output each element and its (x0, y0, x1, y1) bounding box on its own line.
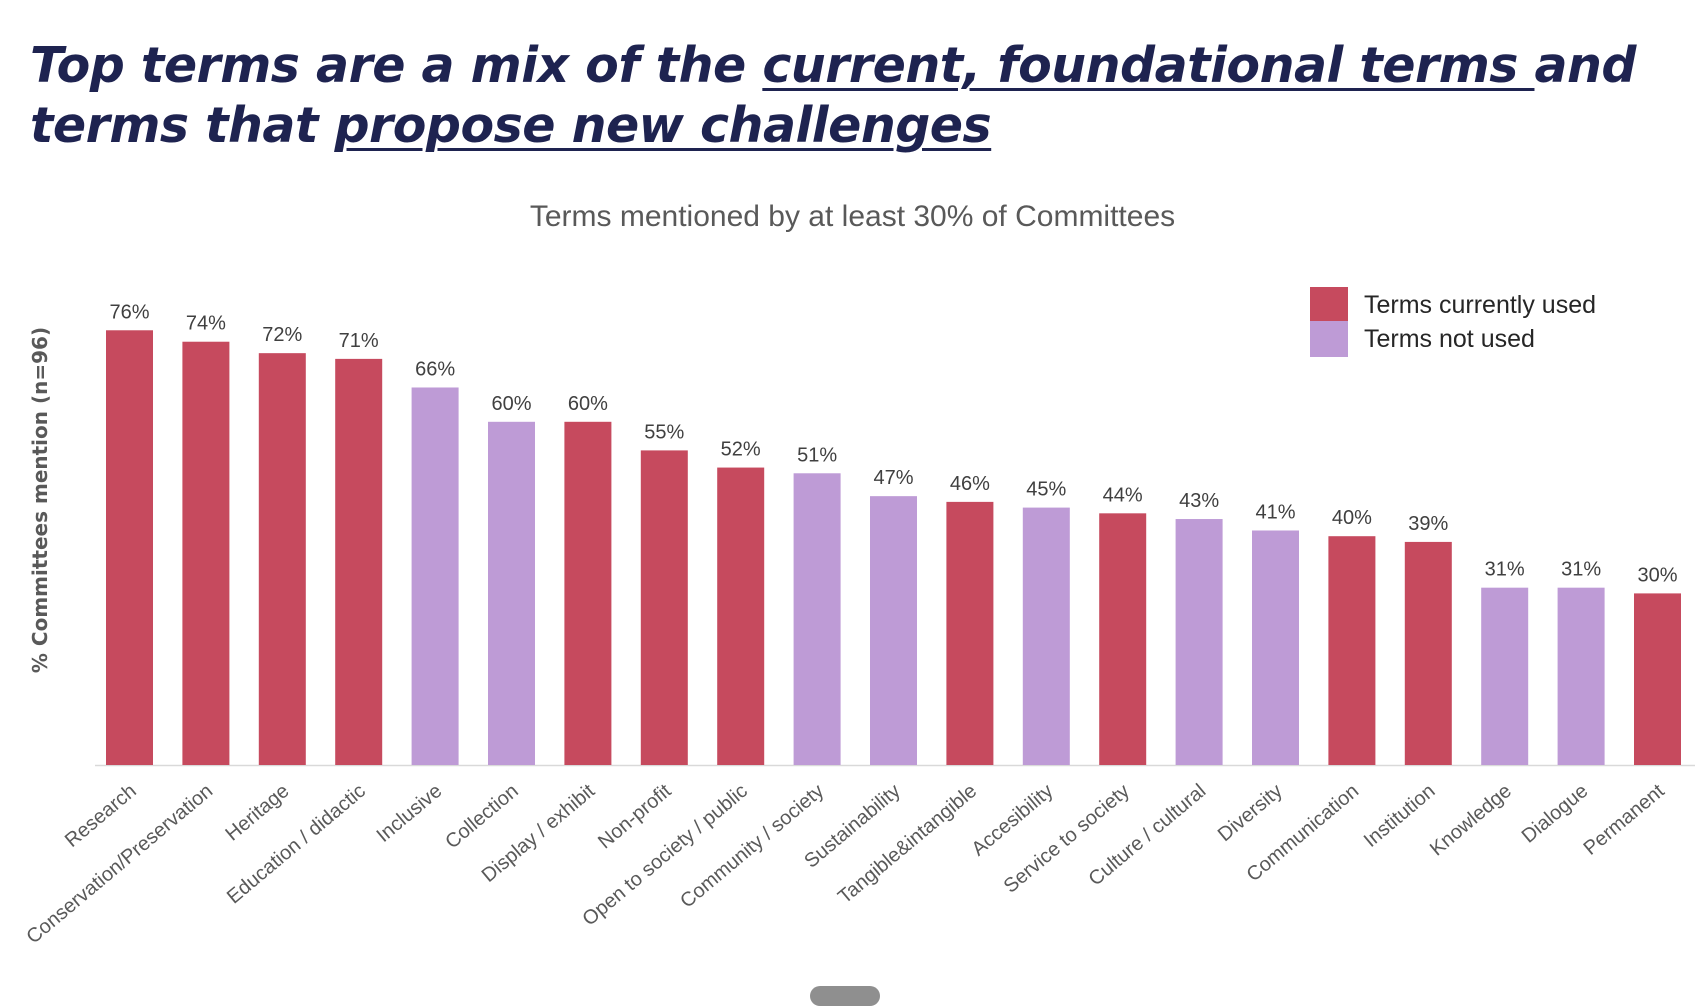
headline-underlined-new-challenges: propose new challenges (334, 97, 992, 154)
data-label-16: 40% (1332, 507, 1372, 529)
data-label-8: 52% (721, 439, 761, 461)
bar-7 (640, 450, 688, 765)
bar-2 (258, 353, 306, 765)
category-label-4: Inclusive (373, 780, 447, 847)
bar-4 (411, 387, 459, 765)
data-label-3: 71% (339, 330, 379, 352)
bar-8 (717, 467, 765, 765)
bar-10 (870, 496, 917, 765)
data-label-9: 51% (797, 444, 837, 466)
bar-9 (793, 473, 841, 765)
data-label-13: 44% (1103, 484, 1143, 506)
category-label-11: Tangible&intangible (834, 780, 981, 908)
bar-3 (335, 358, 383, 765)
data-label-20: 30% (1637, 564, 1677, 586)
legend-label-not-used: Terms not used (1364, 324, 1535, 353)
category-label-15: Diversity (1214, 780, 1287, 846)
category-label-9: Community / society (676, 780, 828, 913)
data-label-18: 31% (1485, 559, 1525, 581)
bar-5 (488, 421, 535, 765)
legend-swatch-not-used (1310, 321, 1348, 357)
data-label-17: 39% (1408, 513, 1448, 535)
legend-swatch-used (1310, 287, 1348, 323)
category-label-19: Dialogue (1518, 780, 1593, 848)
category-label-20: Permanent (1580, 780, 1669, 860)
data-label-5: 60% (491, 393, 531, 415)
headline-underlined-current-terms: current, foundational terms (762, 37, 1535, 94)
data-label-19: 31% (1561, 559, 1601, 581)
legend-item-not-used: Terms not used (1310, 321, 1596, 357)
bar-16 (1328, 536, 1376, 765)
legend-item-used: Terms currently used (1310, 287, 1597, 323)
legend-label-used: Terms currently used (1364, 290, 1597, 319)
data-label-12: 45% (1026, 479, 1066, 501)
category-label-18: Knowledge (1426, 780, 1516, 860)
bar-0 (106, 330, 153, 765)
headline-part1: Top terms are a mix of the (30, 37, 763, 94)
bar-11 (946, 501, 994, 765)
bar-12 (1022, 507, 1070, 765)
bar-19 (1557, 587, 1605, 765)
data-label-14: 43% (1179, 490, 1219, 512)
scroll-handle[interactable] (810, 986, 880, 1006)
legend: Terms currently used Terms not used (1310, 287, 1597, 357)
bar-17 (1404, 541, 1452, 765)
data-label-15: 41% (1255, 501, 1295, 523)
data-label-10: 47% (873, 467, 913, 489)
bar-20 (1634, 593, 1681, 765)
bar-6 (564, 421, 612, 765)
data-label-11: 46% (950, 473, 990, 495)
category-label-3: Education / didactic (223, 780, 370, 908)
data-label-0: 76% (109, 301, 149, 323)
category-label-2: Heritage (221, 780, 293, 845)
bar-13 (1099, 513, 1147, 765)
bar-18 (1481, 587, 1529, 765)
bar-14 (1175, 519, 1223, 765)
data-label-4: 66% (415, 358, 455, 380)
data-label-2: 72% (262, 324, 302, 346)
data-label-1: 74% (186, 313, 226, 335)
category-label-13: Service to society (1000, 780, 1134, 898)
data-label-6: 60% (568, 393, 608, 415)
chart-title: Terms mentioned by at least 30% of Commi… (529, 200, 1176, 233)
bar-15 (1252, 530, 1299, 765)
data-label-7: 55% (644, 421, 684, 443)
bar-1 (182, 341, 230, 765)
headline-part2: and terms that (30, 37, 1637, 154)
headline: Top terms are a mix of the current, foun… (30, 36, 1650, 156)
